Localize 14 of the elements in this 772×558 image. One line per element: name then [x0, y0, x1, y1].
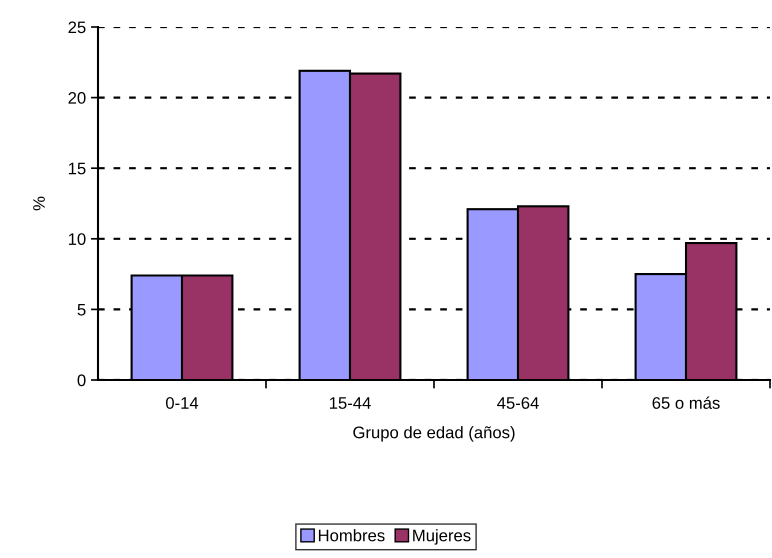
x-tick-label: 65 o más [652, 396, 720, 409]
x-tick-label: 45-64 [497, 397, 539, 409]
y-tick-label: 5 [78, 304, 86, 316]
x-tick-label: 0-14 [166, 397, 198, 409]
legend-label: Mujeres [413, 529, 471, 545]
y-tick-label: 10 [68, 233, 86, 246]
x-axis-title: Grupo de edad (años) [353, 426, 515, 442]
legend-label: Hombres [318, 529, 385, 542]
y-axis-title: % [33, 196, 45, 210]
y-tick-label: 0 [78, 374, 86, 386]
y-tick-label: 25 [68, 21, 86, 34]
y-tick-label: 20 [68, 92, 86, 104]
y-tick-label: 15 [68, 162, 86, 174]
x-tick-label: 15-44 [330, 397, 371, 409]
